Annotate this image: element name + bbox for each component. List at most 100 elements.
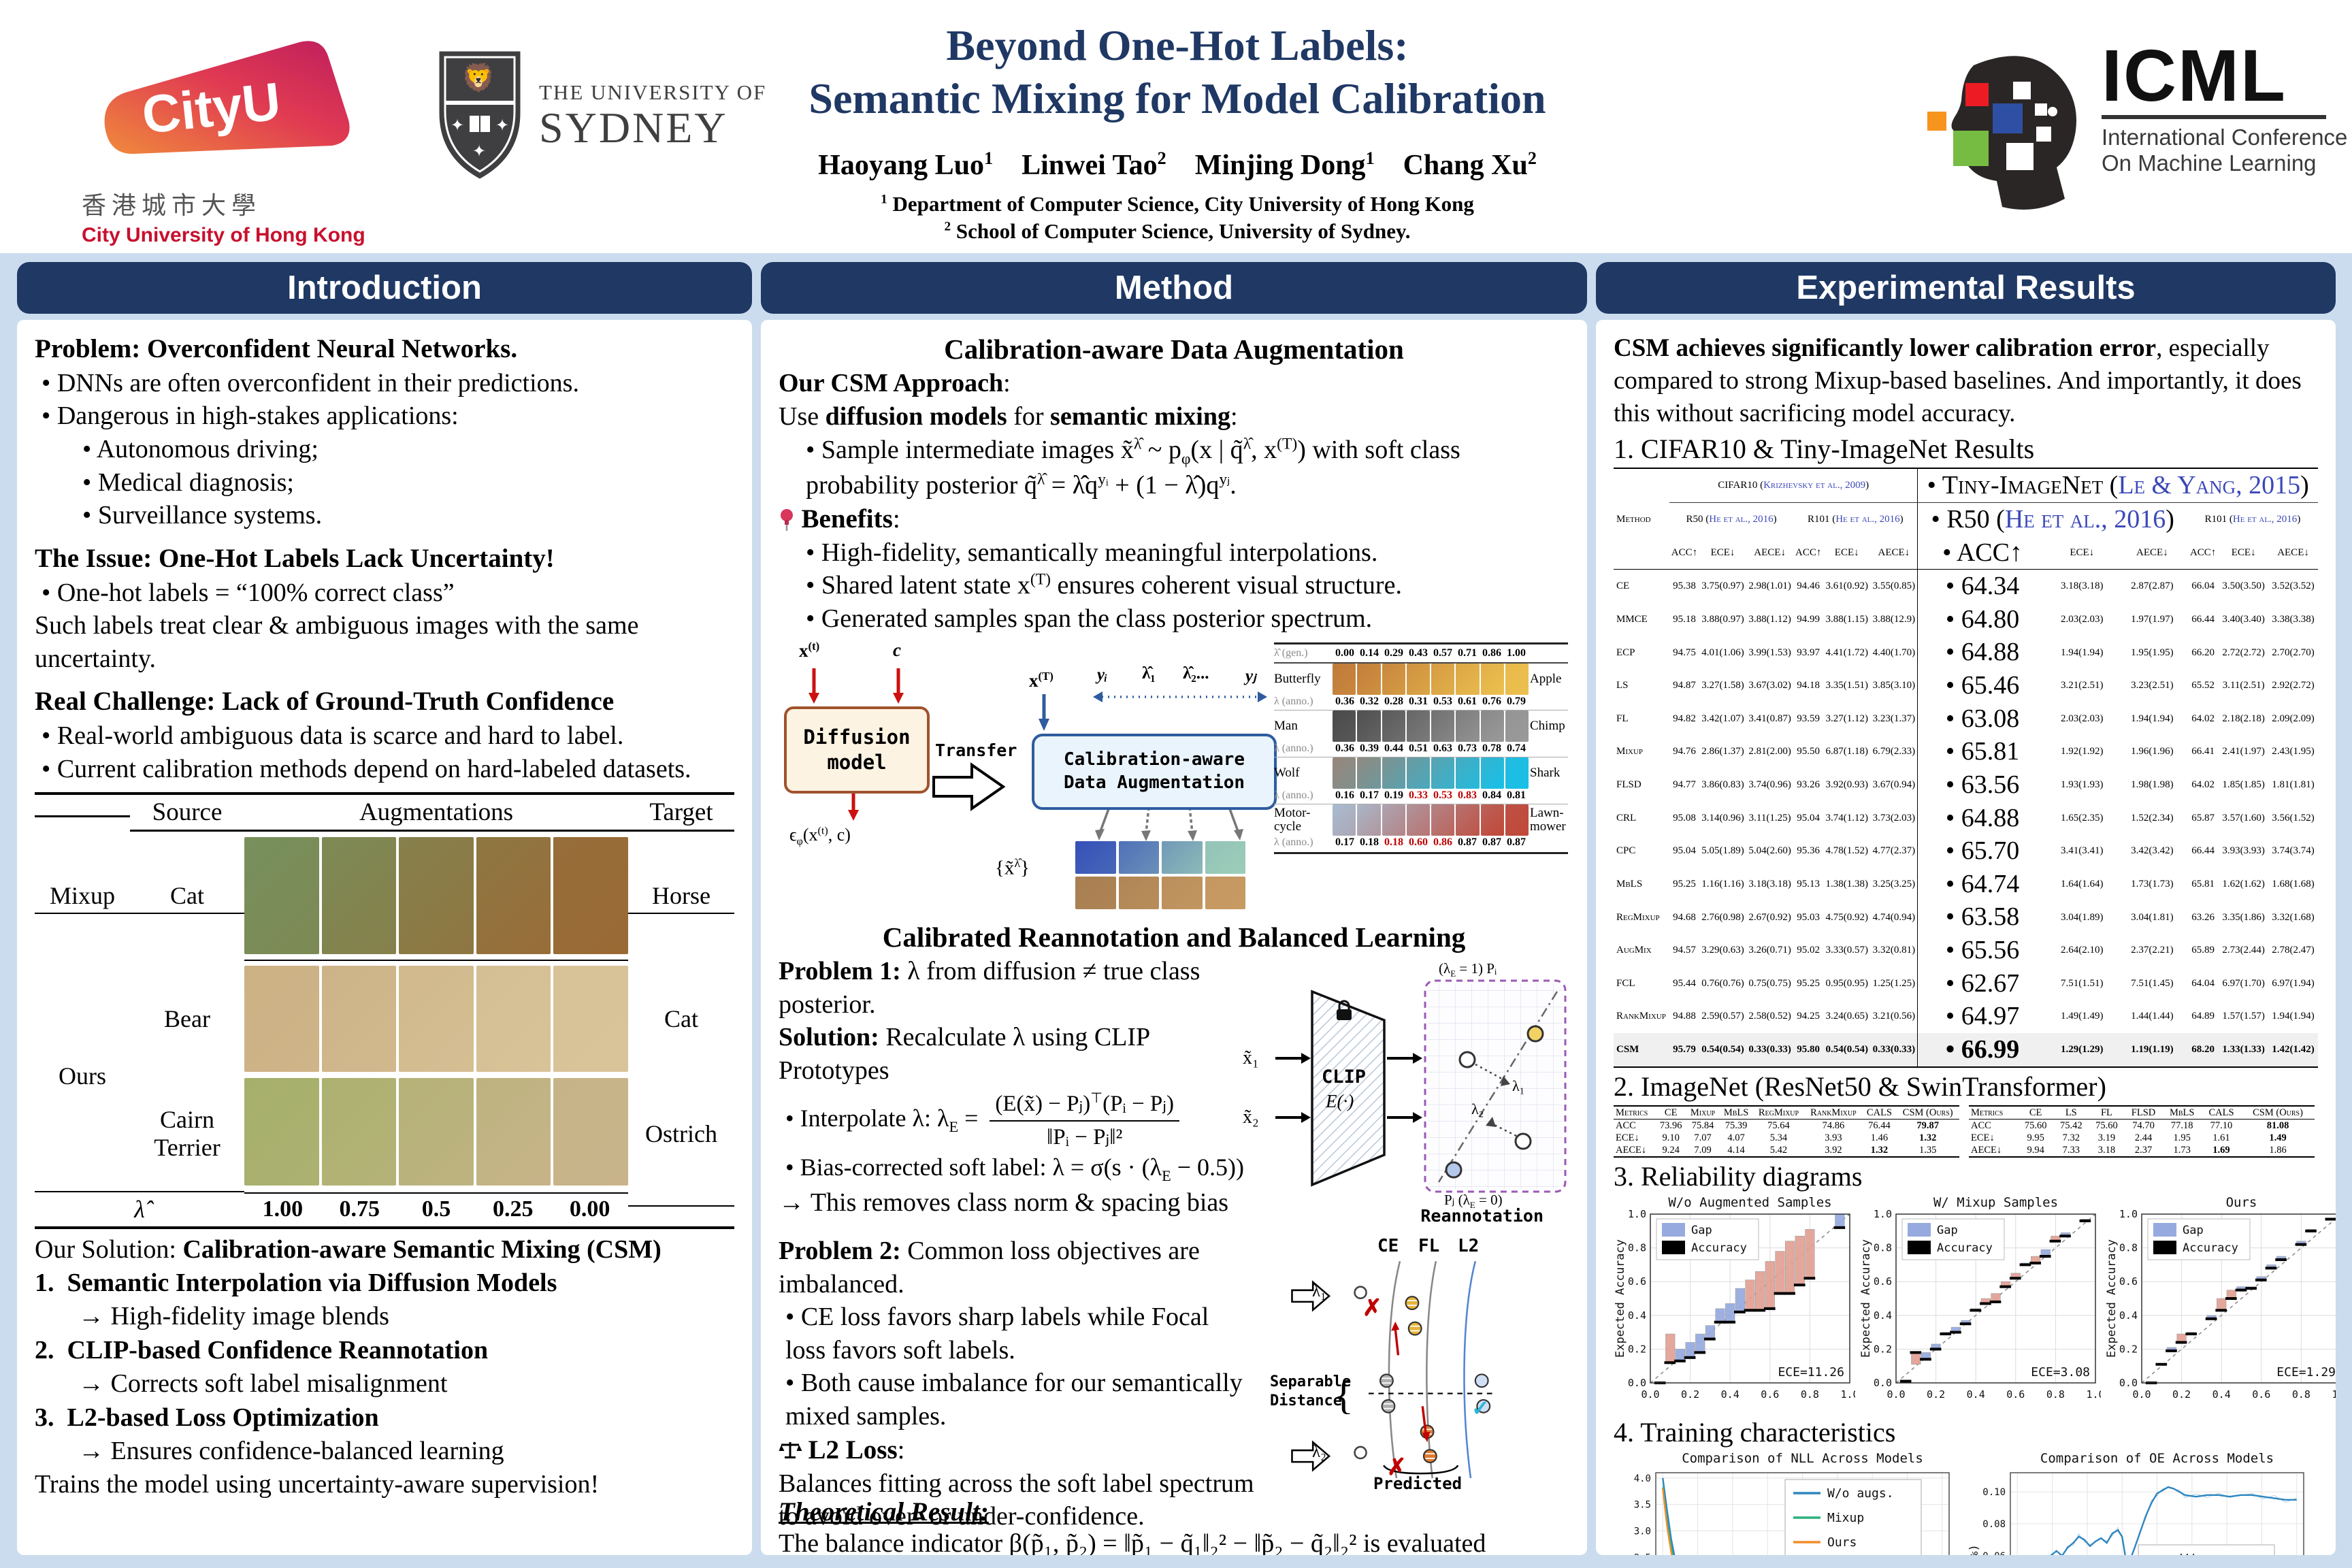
results-s3-head: 3. Reliability diagrams: [1614, 1161, 1863, 1192]
svg-text:1.0: 1.0: [1874, 1208, 1892, 1220]
sydney-shield-icon: 🦁 ✦ ✦ ✦: [439, 51, 521, 179]
sydney-logo: 🦁 ✦ ✦ ✦ THE UNIVERSITY OF SYDNEY: [436, 48, 766, 184]
affiliation-2: 2 School of Computer Science, University…: [944, 219, 1411, 243]
fl-label: FL: [1418, 1235, 1440, 1256]
lambda-value: 0.00: [569, 1196, 610, 1222]
aug-col-augmentations: Augmentations: [244, 795, 628, 832]
svg-text:0.2: 0.2: [1681, 1388, 1699, 1401]
reliability-diagram-mixup: 0.00.0 0.2 0.2 0.4 0.4 0.6 0.6 0.8 0.8 1.0 1.0 Gap A…: [1859, 1194, 2105, 1414]
pin-icon: [781, 508, 793, 531]
svg-text:Ours: Ours: [2226, 1195, 2257, 1210]
svg-text:2.5: 2.5: [1634, 1552, 1651, 1555]
ours-cairn-ostrich-images: [244, 1078, 628, 1186]
generated-samples-row1: [1075, 840, 1245, 874]
loss-balance-figure: CE FL L2 λ₁ λ₂ Separable Distance { ✗ ✗ …: [1270, 1235, 1569, 1493]
svg-text:✦: ✦: [495, 117, 509, 135]
diffusion-box-line2: model: [827, 750, 887, 774]
problem2-head: Problem 2: Common loss objectives are im…: [779, 1236, 1200, 1298]
l2-label: L2: [1458, 1235, 1480, 1256]
x1-input-label: x̃₁: [1243, 1047, 1259, 1068]
svg-text:W/o augs.: W/o augs.: [1827, 1486, 1894, 1501]
cifar-tiny-results-table: CIFAR10 (Krizhevsky et al., 2009)Tiny-Im…: [1614, 468, 2318, 1068]
svg-text:0.2: 0.2: [1628, 1343, 1646, 1355]
loss-figure-shapes: [1291, 1260, 1497, 1479]
svg-text:Expected Accuracy: Expected Accuracy: [1614, 1239, 1627, 1358]
reliability-diagram-ours: 0.00.0 0.2 0.2 0.4 0.4 0.6 0.6 0.8 0.8 1.0 1.0 Gap A…: [2105, 1194, 2336, 1414]
authors: Haoyang Luo1 Linwei Tao2 Minjing Dong1 C…: [818, 148, 1537, 181]
svg-text:0.0: 0.0: [2119, 1377, 2138, 1389]
reject-x-icon: ✗: [1387, 1454, 1407, 1480]
svg-text:ECE=11.26: ECE=11.26: [1778, 1365, 1844, 1379]
svg-text:1.0: 1.0: [2119, 1208, 2138, 1220]
svg-text:Expected Accuracy: Expected Accuracy: [1859, 1239, 1873, 1358]
l2-loss-body: Balances fitting across the soft label s…: [779, 1469, 1254, 1531]
ours-bear-cat-images: [244, 966, 628, 1073]
lambda-fraction: (E(x̃) − Pⱼ)⊤(Pᵢ − Pⱼ) ‖Pᵢ − Pⱼ‖²: [990, 1090, 1180, 1151]
cityu-en: City University of Hong Kong: [82, 224, 365, 246]
svg-text:0.8: 0.8: [2292, 1388, 2310, 1401]
l2-loss-head: L2 Loss:: [779, 1433, 1255, 1467]
intro-bullet: Dangerous in high-stakes applications:: [35, 399, 734, 433]
svg-text:0.6: 0.6: [2119, 1275, 2138, 1288]
reannotation-figure: x̃₁ x̃₂ CLIP E(·) (λE = 1) Pᵢ λ₁ λ₂ Pⱼ (…: [1243, 958, 1569, 1216]
svg-text:Gap: Gap: [2183, 1224, 2204, 1237]
problem2-block: Problem 2: Common loss objectives are im…: [779, 1235, 1569, 1531]
icml-abbr: ICML: [2102, 34, 2287, 116]
svg-text:0.4: 0.4: [1721, 1388, 1740, 1401]
separable-label: Separable: [1270, 1373, 1352, 1390]
benefits-head: Benefits:: [779, 502, 1569, 536]
svg-text:0.2: 0.2: [2172, 1388, 2191, 1401]
reliability-diagrams: 0.00.00.20.20.40.40.60.60.80.81.01.0GapA…: [1614, 1194, 2336, 1414]
brace: {: [1334, 1372, 1354, 1418]
svg-text:0.4: 0.4: [1967, 1388, 1985, 1401]
xT-label: x(T): [1029, 669, 1054, 691]
svg-text:Gap: Gap: [1691, 1224, 1712, 1237]
svg-text:0.4: 0.4: [1628, 1309, 1646, 1322]
challenge-heading: Real Challenge: Lack of Ground-Truth Con…: [35, 687, 615, 717]
svg-text:Accuracy: Accuracy: [1937, 1241, 1993, 1255]
reject-x-icon: ✗: [1362, 1295, 1382, 1321]
svg-text:Expected Accuracy: Expected Accuracy: [2105, 1239, 2119, 1358]
interpolate-line: Interpolate λ: λE = (E(x̃) − Pⱼ)⊤(Pᵢ − P…: [779, 1090, 1248, 1151]
theoretical-line1: The balance indicator β(p̃₁, p̃₂) = ‖p̃₁…: [779, 1529, 1486, 1555]
svg-text:Accuracy: Accuracy: [1691, 1241, 1747, 1255]
x2-input-label: x̃₂: [1243, 1106, 1259, 1128]
svg-text:Comparison of OE Across Models: Comparison of OE Across Models: [2040, 1451, 2274, 1466]
aug-source-bear: Bear: [164, 1005, 210, 1033]
icml-line1: International Conference: [2102, 124, 2348, 150]
lambda-value: 0.5: [421, 1196, 451, 1222]
sydney-line1: THE UNIVERSITY OF: [539, 80, 767, 105]
svg-text:0.8: 0.8: [1801, 1388, 1819, 1401]
results-intro: CSM achieves significantly lower calibra…: [1614, 334, 2302, 428]
results-s2-head: 2. ImageNet (ResNet50 & SwinTransformer): [1614, 1071, 2106, 1102]
ce-label: CE: [1377, 1235, 1399, 1256]
sample-set-label: {x̃λ̂}: [995, 855, 1030, 879]
intro-sub-bullet: Autonomous driving;: [35, 433, 734, 466]
svg-text:0.4: 0.4: [2119, 1309, 2138, 1322]
benefit: Shared latent state x(T) ensures coheren…: [779, 569, 1569, 602]
problem2-bullet: Both cause imbalance for our semanticall…: [779, 1367, 1255, 1433]
svg-text:W/o augs.: W/o augs.: [2180, 1552, 2247, 1555]
svg-text:0.8: 0.8: [1628, 1242, 1646, 1254]
method-card: Calibration-aware Data Augmentation Our …: [761, 320, 1587, 1555]
imagenet-swin-table: Metrics CE LS FL FLSD MbLS CALS CSM (Ours) ACC 75…: [1969, 1105, 2315, 1158]
step-sub: → Ensures confidence-balanced learning: [78, 1436, 504, 1465]
svg-text:0.0: 0.0: [2132, 1388, 2151, 1401]
svg-text:0.0: 0.0: [1886, 1388, 1905, 1401]
problem1-block: Problem 1: λ from diffusion ≠ true class…: [779, 955, 1569, 1217]
introduction-card: Problem: Overconfident Neural Networks. …: [17, 320, 752, 1555]
aug-source-cat: Cat: [130, 879, 244, 915]
problem2-bullet: CE loss favors sharp labels while Focal …: [779, 1301, 1255, 1367]
lambda2-label: λ̂₂...: [1183, 664, 1209, 683]
scales-icon: [779, 1441, 802, 1458]
issue-bullet: One-hot labels = “100% correct class”: [35, 576, 734, 610]
problem1-head: Problem 1: λ from diffusion ≠ true class…: [779, 956, 1200, 1019]
svg-text:0.8: 0.8: [2119, 1242, 2138, 1254]
icml-logo: ICML International Conference On Machine…: [1926, 34, 2348, 211]
svg-text:0.0: 0.0: [1641, 1388, 1659, 1401]
column-method: Method Calibration-aware Data Augmentati…: [761, 262, 1587, 1555]
reannotation-figure-shapes: [1275, 979, 1567, 1193]
mixup-interpolation-images: [244, 837, 628, 955]
icml-head-icon: [1927, 56, 2076, 210]
lambda-spectrum-table: λ̂ (gen.) 0.00 0.14 0.29 0.43 0.57 0.71 0.86 1.0…: [1274, 642, 1568, 854]
